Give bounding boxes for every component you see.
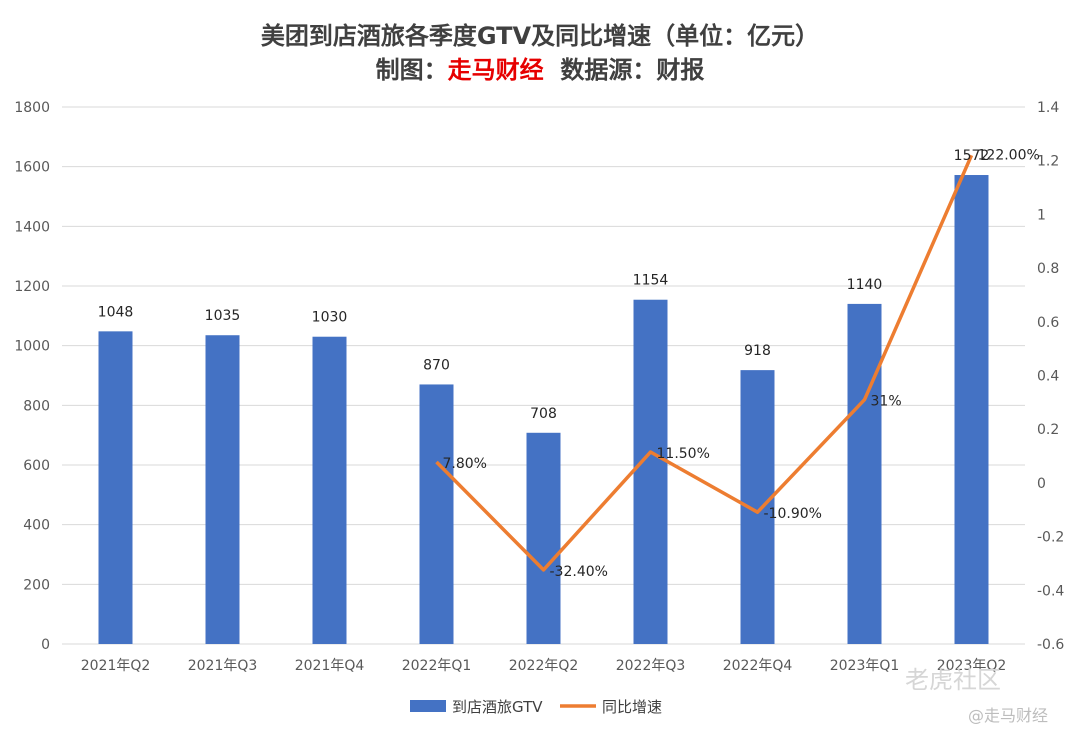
y-left-tick-label: 0	[41, 637, 50, 653]
y-left-tick-label: 800	[23, 398, 50, 414]
bar	[419, 384, 454, 644]
y-right-tick-label: 1.2	[1037, 154, 1059, 170]
bar-data-label: 1154	[633, 273, 669, 289]
subtitle-brand: 走马财经	[447, 56, 544, 84]
bar	[847, 303, 882, 644]
series-line	[435, 154, 974, 572]
bar	[526, 432, 561, 644]
x-tick-label: 2022年Q2	[509, 658, 579, 674]
x-tick-label: 2023年Q1	[830, 658, 900, 674]
y-left-tick-label: 1000	[14, 339, 50, 355]
watermark-account: @走马财经	[968, 706, 1049, 725]
x-tick-label: 2022年Q3	[616, 658, 686, 674]
chart-subtitle: 制图：走马财经 数据源：财报	[0, 50, 1080, 85]
y-right-tick-label: 1.4	[1037, 100, 1059, 116]
y-right-tick-label: -0.2	[1037, 530, 1064, 546]
y-right-tick-label: 0.2	[1037, 422, 1059, 438]
y-left-tick-label: 400	[23, 518, 50, 534]
line-data-label: -10.90%	[764, 506, 822, 522]
bar-data-label: 1030	[312, 310, 348, 326]
bar-data-label: 1572	[954, 148, 990, 164]
bar	[633, 299, 668, 644]
y-right-tick-label: 1	[1037, 207, 1046, 223]
legend-label-line: 同比增速	[602, 698, 662, 716]
bar	[954, 175, 989, 644]
y-right-tick-label: -0.4	[1037, 583, 1064, 599]
bar	[98, 331, 133, 644]
y-right-tick-label: -0.6	[1037, 637, 1064, 653]
legend-swatch-bar	[410, 700, 446, 712]
x-tick-label: 2021年Q4	[295, 658, 365, 674]
bar	[205, 335, 240, 644]
line-data-label: 31%	[871, 394, 902, 410]
x-tick-label: 2021年Q3	[188, 658, 258, 674]
y-left-tick-label: 1200	[14, 279, 50, 295]
x-tick-label: 2023年Q2	[937, 658, 1007, 674]
chart-title: 美团到店酒旅各季度GTV及同比增速（单位：亿元）	[260, 22, 820, 50]
y-left-tick-label: 200	[23, 577, 50, 593]
x-tick-label: 2022年Q4	[723, 658, 793, 674]
line-data-label: 7.80%	[443, 456, 487, 472]
bar-data-label: 1035	[205, 308, 241, 324]
y-right-tick-label: 0.6	[1037, 315, 1059, 331]
y-right-tick-label: 0.4	[1037, 369, 1059, 385]
bar-data-label: 1048	[98, 304, 134, 320]
y-left-tick-label: 600	[23, 458, 50, 474]
line-data-label: -32.40%	[550, 564, 608, 580]
bar-data-label: 918	[744, 343, 771, 359]
subtitle-source: 数据源：财报	[543, 56, 705, 84]
bar-data-label: 870	[423, 357, 450, 373]
legend-label-bar: 到店酒旅GTV	[452, 698, 543, 716]
y-right-tick-label: 0.8	[1037, 261, 1059, 277]
watermark-site: 老虎社区	[905, 666, 1001, 694]
line-data-label: 11.50%	[657, 446, 710, 462]
y-left-tick-label: 1600	[14, 160, 50, 176]
subtitle-prefix: 制图：	[375, 56, 448, 84]
y-left-tick-label: 1800	[14, 100, 50, 116]
y-left-tick-label: 1400	[14, 219, 50, 235]
line-data-label: 122.00%	[978, 147, 1040, 163]
bar	[312, 336, 347, 644]
bar-data-label: 708	[530, 406, 557, 422]
y-right-tick-label: 0	[1037, 476, 1046, 492]
x-tick-label: 2022年Q1	[402, 658, 472, 674]
bar-data-label: 1140	[847, 277, 883, 293]
x-tick-label: 2021年Q2	[81, 658, 151, 674]
